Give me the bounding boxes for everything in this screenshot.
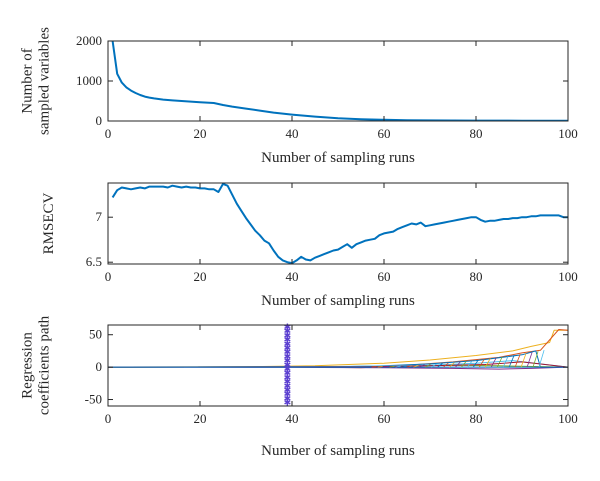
x-tick-label: 100 (558, 126, 578, 141)
x-tick-label: 40 (286, 269, 299, 284)
optimal-run-marker: ✱ (284, 336, 292, 346)
x-tick-label: 60 (378, 411, 391, 426)
coefficient-trace (508, 355, 515, 368)
series-line-0 (111, 183, 568, 264)
optimal-run-marker: ✱ (284, 386, 292, 396)
coefficient-trace (484, 358, 491, 368)
coefficient-trace (455, 361, 461, 368)
panel-regression-coefficients: ✱✱✱✱✱✱✱✱✱✱✱✱✱✱✱✱✱✱✱0 20 40 60 80 100-50050Num… (20, 315, 578, 459)
y-tick-label: -50 (85, 392, 102, 407)
y-tick-label: 1000 (76, 73, 102, 88)
y-tick-label: 0 (96, 113, 103, 128)
coefficient-trace (437, 363, 443, 368)
optimal-run-marker: ✱ (284, 340, 292, 350)
optimal-run-marker: ✱ (284, 357, 292, 367)
coefficient-trace (460, 361, 467, 368)
optimal-run-marker: ✱ (284, 348, 292, 358)
optimal-run-marker: ✱ (284, 369, 292, 379)
coefficient-trace (377, 366, 383, 368)
coefficient-trace (520, 353, 527, 368)
x-tick-label: 60 (378, 126, 391, 141)
plot-area (111, 183, 568, 264)
x-tick-label: 80 (470, 126, 483, 141)
x-tick-label: 100 (558, 269, 578, 284)
x-tick-label: 40 (286, 411, 299, 426)
coefficient-trace (502, 355, 509, 368)
coefficient-trace (389, 365, 395, 368)
y-tick-label: 50 (89, 327, 102, 342)
series-line-0 (111, 41, 568, 121)
x-tick-label: 0 (105, 126, 112, 141)
x-tick-label: 20 (194, 269, 207, 284)
coefficient-trace (514, 354, 521, 368)
x-tick-label: 20 (194, 411, 207, 426)
optimal-run-marker: ✱ (284, 331, 292, 341)
coefficient-trace (383, 366, 389, 368)
x-axis-label: Number of sampling runs (261, 293, 415, 309)
coefficient-trace (407, 365, 413, 368)
optimal-run-marker: ✱ (284, 390, 292, 400)
x-tick-label: 80 (470, 411, 483, 426)
optimal-run-marker: ✱ (284, 378, 292, 388)
panel-rmsecv: 0 20 40 60 80 100 6.5 7 Number of sampling runs R… (41, 182, 578, 309)
coefficient-trace (449, 362, 455, 368)
coefficient-trace (490, 357, 497, 368)
plot-area (108, 329, 568, 370)
y-axis-label: Regression (20, 332, 36, 399)
y-axis-label: RMSECV (41, 192, 57, 254)
optimal-run-marker: ✱ (284, 394, 292, 404)
optimal-run-marker: ✱ (284, 361, 292, 371)
y-tick-label: 7 (96, 209, 103, 224)
axes-box (107, 182, 569, 265)
coefficient-trace (443, 362, 449, 368)
x-tick-label: 0 (105, 411, 112, 426)
optimal-run-marker: ✱ (284, 352, 292, 362)
x-tick-label: 100 (558, 411, 578, 426)
optimal-run-marker: ✱ (284, 365, 292, 375)
coefficient-trace (538, 349, 545, 368)
x-axis-label: Number of sampling runs (261, 150, 415, 166)
y-tick-label: 6.5 (86, 254, 102, 269)
y-axis-label: Number of (20, 48, 36, 113)
x-tick-label: 80 (470, 269, 483, 284)
coefficient-trace (532, 351, 539, 368)
coefficient-trace (425, 364, 431, 368)
y-tick-label: 0 (96, 359, 103, 374)
coefficient-trace (395, 365, 401, 368)
x-tick-label: 60 (378, 269, 391, 284)
coefficient-trace (472, 359, 479, 368)
x-axis-label: Number of sampling runs (261, 443, 415, 459)
x-tick-label: 0 (105, 269, 112, 284)
coefficient-trace (466, 360, 473, 368)
coefficient-trace (496, 356, 503, 368)
optimal-run-marker: ✱ (284, 327, 292, 337)
axes-box (107, 324, 569, 407)
axes-box (107, 40, 569, 122)
coefficient-trace (401, 365, 407, 368)
coefficient-trace (431, 363, 437, 368)
plot-area (111, 41, 568, 121)
coefficient-trace (526, 352, 533, 368)
optimal-run-marker: ✱ (284, 323, 292, 333)
coefficient-trace (419, 364, 425, 368)
y-axis-label: coefficients path (37, 315, 53, 415)
optimal-run-marker: ✱ (284, 382, 292, 392)
optimal-run-marker: ✱ (284, 344, 292, 354)
coefficient-trace (413, 364, 419, 368)
y-tick-label: 2000 (76, 33, 102, 48)
coefficient-trace (478, 359, 485, 368)
x-tick-label: 40 (286, 126, 299, 141)
optimal-run-marker: ✱ (284, 373, 292, 383)
x-tick-label: 20 (194, 126, 207, 141)
y-axis-label: sampled variables (37, 27, 53, 135)
optimal-run-marker: ✱ (284, 399, 292, 409)
